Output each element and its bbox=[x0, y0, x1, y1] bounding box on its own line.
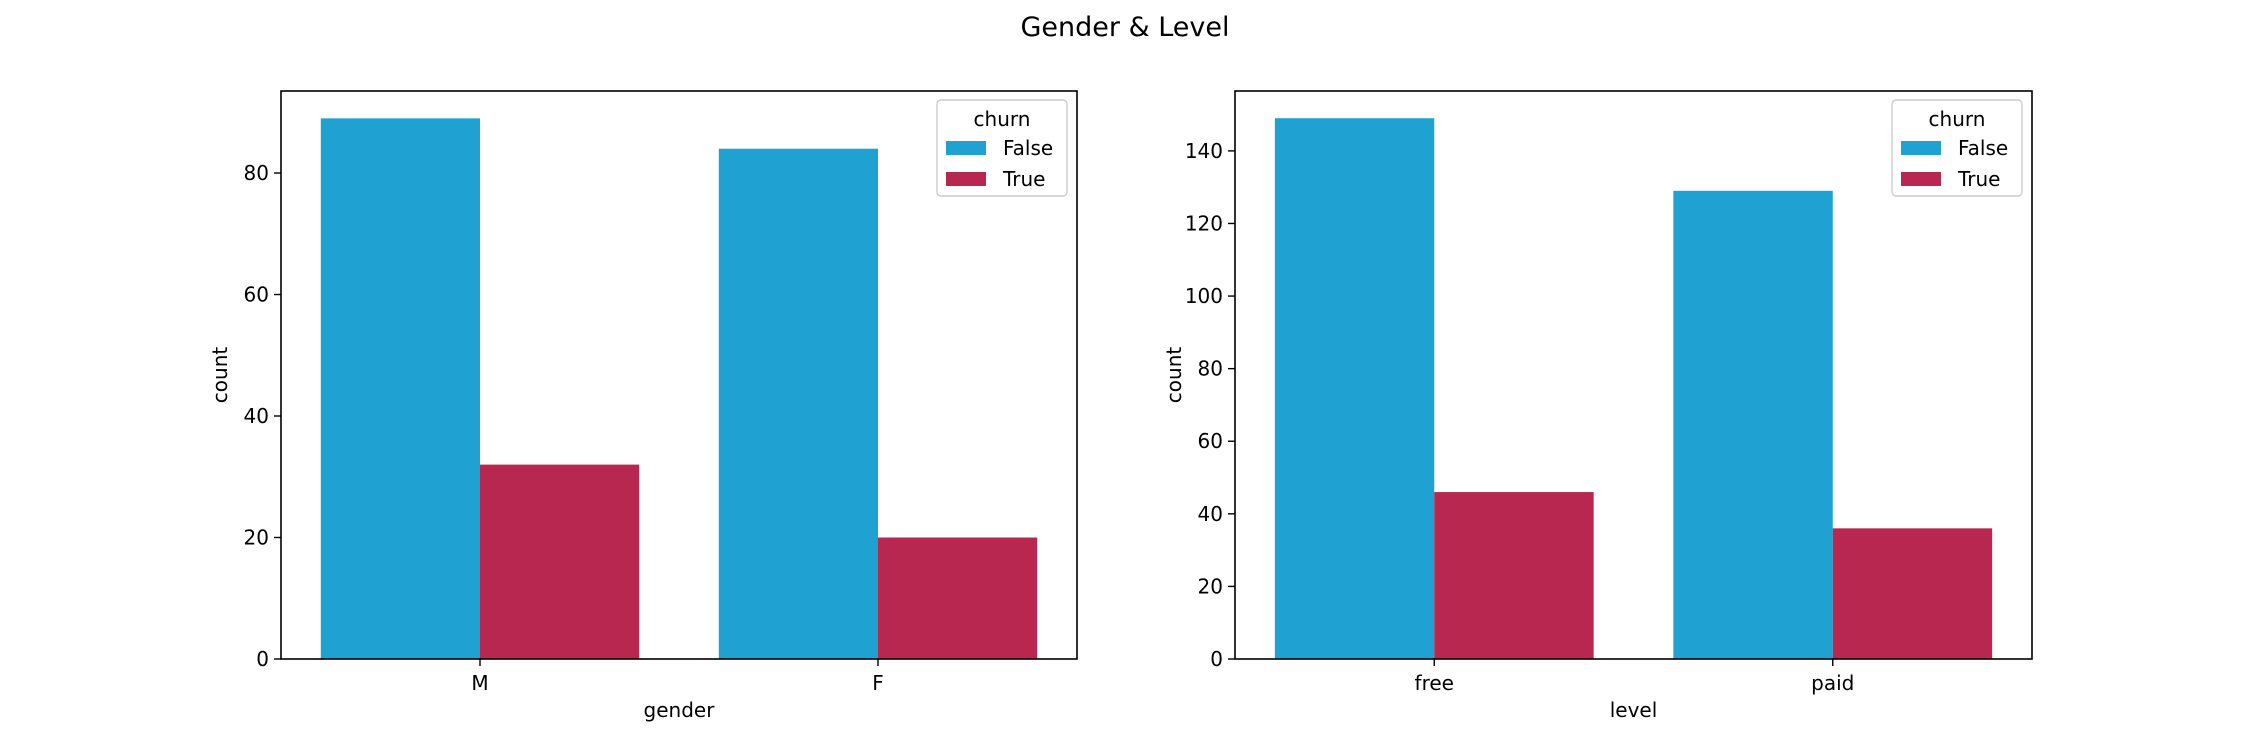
legend: churn False True bbox=[936, 99, 1068, 197]
y-tick-label: 80 bbox=[244, 161, 269, 185]
x-tick-label: F bbox=[872, 671, 884, 695]
bar-F-true bbox=[878, 537, 1038, 659]
legend-label-false: False bbox=[1003, 136, 1053, 160]
legend-title: churn bbox=[1929, 107, 1986, 131]
x-axis-label: gender bbox=[644, 698, 716, 722]
plot-frame bbox=[280, 90, 1078, 660]
bar-paid-false bbox=[1673, 190, 1833, 659]
legend-label-true: True bbox=[1002, 167, 1045, 191]
bar-free-true bbox=[1434, 492, 1594, 659]
y-tick-label: 20 bbox=[1198, 574, 1223, 598]
bar-M-true bbox=[480, 464, 640, 659]
figure-title: Gender & Level bbox=[1021, 12, 1230, 43]
legend-swatch-true bbox=[946, 172, 986, 186]
legend-swatch-false bbox=[946, 141, 986, 155]
legend-label-false: False bbox=[1958, 136, 2008, 160]
y-tick-label: 60 bbox=[1198, 429, 1223, 453]
bar-free-false bbox=[1274, 118, 1435, 660]
y-tick-label: 80 bbox=[1198, 357, 1223, 381]
y-tick-label: 0 bbox=[256, 647, 269, 671]
x-axis-label: level bbox=[1610, 698, 1658, 722]
y-tick-label: 60 bbox=[244, 283, 269, 307]
x-tick-label: free bbox=[1415, 671, 1454, 695]
legend-label-true: True bbox=[1957, 167, 2000, 191]
y-tick-label: 140 bbox=[1185, 139, 1223, 163]
x-tick-label: paid bbox=[1811, 671, 1854, 695]
plot-frame bbox=[1234, 90, 2033, 660]
chart-panel-2: 0 20 40 60 80 100 120 140 free paid level count chur… bbox=[1162, 90, 2033, 722]
y-tick-label: 100 bbox=[1185, 284, 1223, 308]
bar-paid-true bbox=[1832, 528, 1993, 659]
y-tick-label: 40 bbox=[1198, 502, 1223, 526]
bar-M-false bbox=[320, 118, 480, 660]
legend-swatch-false bbox=[1901, 141, 1941, 155]
bar-F-false bbox=[718, 148, 878, 659]
y-tick-label: 120 bbox=[1185, 211, 1223, 235]
y-axis-label: count bbox=[1162, 347, 1186, 404]
y-tick-label: 20 bbox=[244, 526, 269, 550]
legend-swatch-true bbox=[1901, 172, 1941, 186]
y-tick-label: 40 bbox=[244, 404, 269, 428]
legend: churn False True bbox=[1891, 99, 2023, 197]
x-tick-label: M bbox=[471, 671, 488, 695]
y-tick-label: 0 bbox=[1210, 647, 1223, 671]
legend-title: churn bbox=[974, 107, 1031, 131]
y-axis-label: count bbox=[208, 347, 232, 404]
